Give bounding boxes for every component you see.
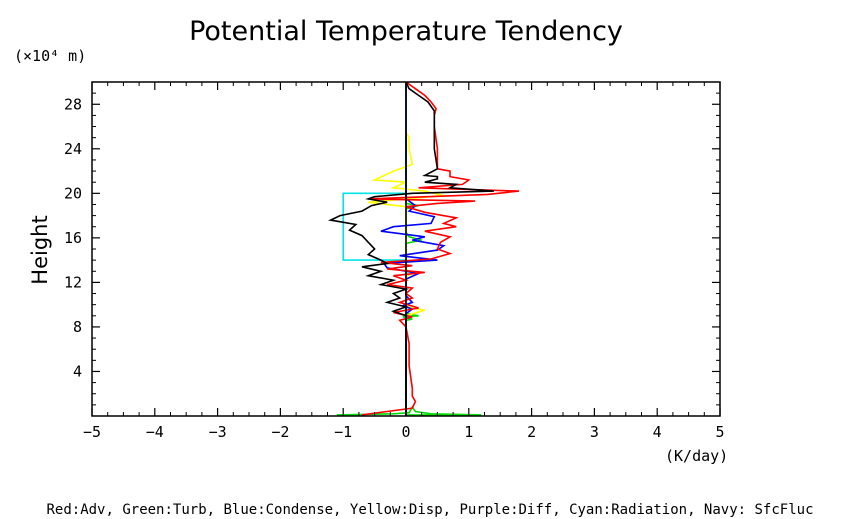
y-tick-label: 12 xyxy=(64,273,82,291)
x-tick-label: 5 xyxy=(715,423,724,441)
x-tick-label: −2 xyxy=(271,423,289,441)
y-tick-label: 4 xyxy=(73,362,82,380)
y-axis-label: Height xyxy=(28,215,52,284)
x-unit-label: (K/day) xyxy=(665,447,728,465)
series-line-condense xyxy=(380,82,446,416)
legend-note: Red:Adv, Green:Turb, Blue:Condense, Yell… xyxy=(46,502,813,518)
y-tick-label: 20 xyxy=(64,184,82,202)
y-tick-label: 8 xyxy=(73,318,82,336)
x-tick-label: 1 xyxy=(464,423,473,441)
plot-area xyxy=(327,81,520,416)
x-tick-label: 2 xyxy=(527,423,536,441)
series-line-adv xyxy=(361,81,520,416)
y-axis-ticks: 4 8 12 16 20 24 28 xyxy=(64,92,720,406)
x-tick-label: 4 xyxy=(653,423,662,441)
chart-title: Potential Temperature Tendency xyxy=(189,16,623,47)
x-tick-label: 0 xyxy=(401,423,410,441)
y-tick-label: 16 xyxy=(64,229,82,247)
plot-frame xyxy=(91,81,721,417)
y-unit-label: (×10⁴ m) xyxy=(14,47,86,65)
y-tick-label: 24 xyxy=(64,140,82,158)
series-line-black-total xyxy=(327,81,494,416)
x-tick-label: −1 xyxy=(334,423,352,441)
x-tick-label: 3 xyxy=(590,423,599,441)
x-tick-label: −5 xyxy=(83,423,101,441)
x-tick-label: −4 xyxy=(146,423,164,441)
y-tick-label: 28 xyxy=(64,95,82,113)
x-tick-label: −3 xyxy=(209,423,227,441)
